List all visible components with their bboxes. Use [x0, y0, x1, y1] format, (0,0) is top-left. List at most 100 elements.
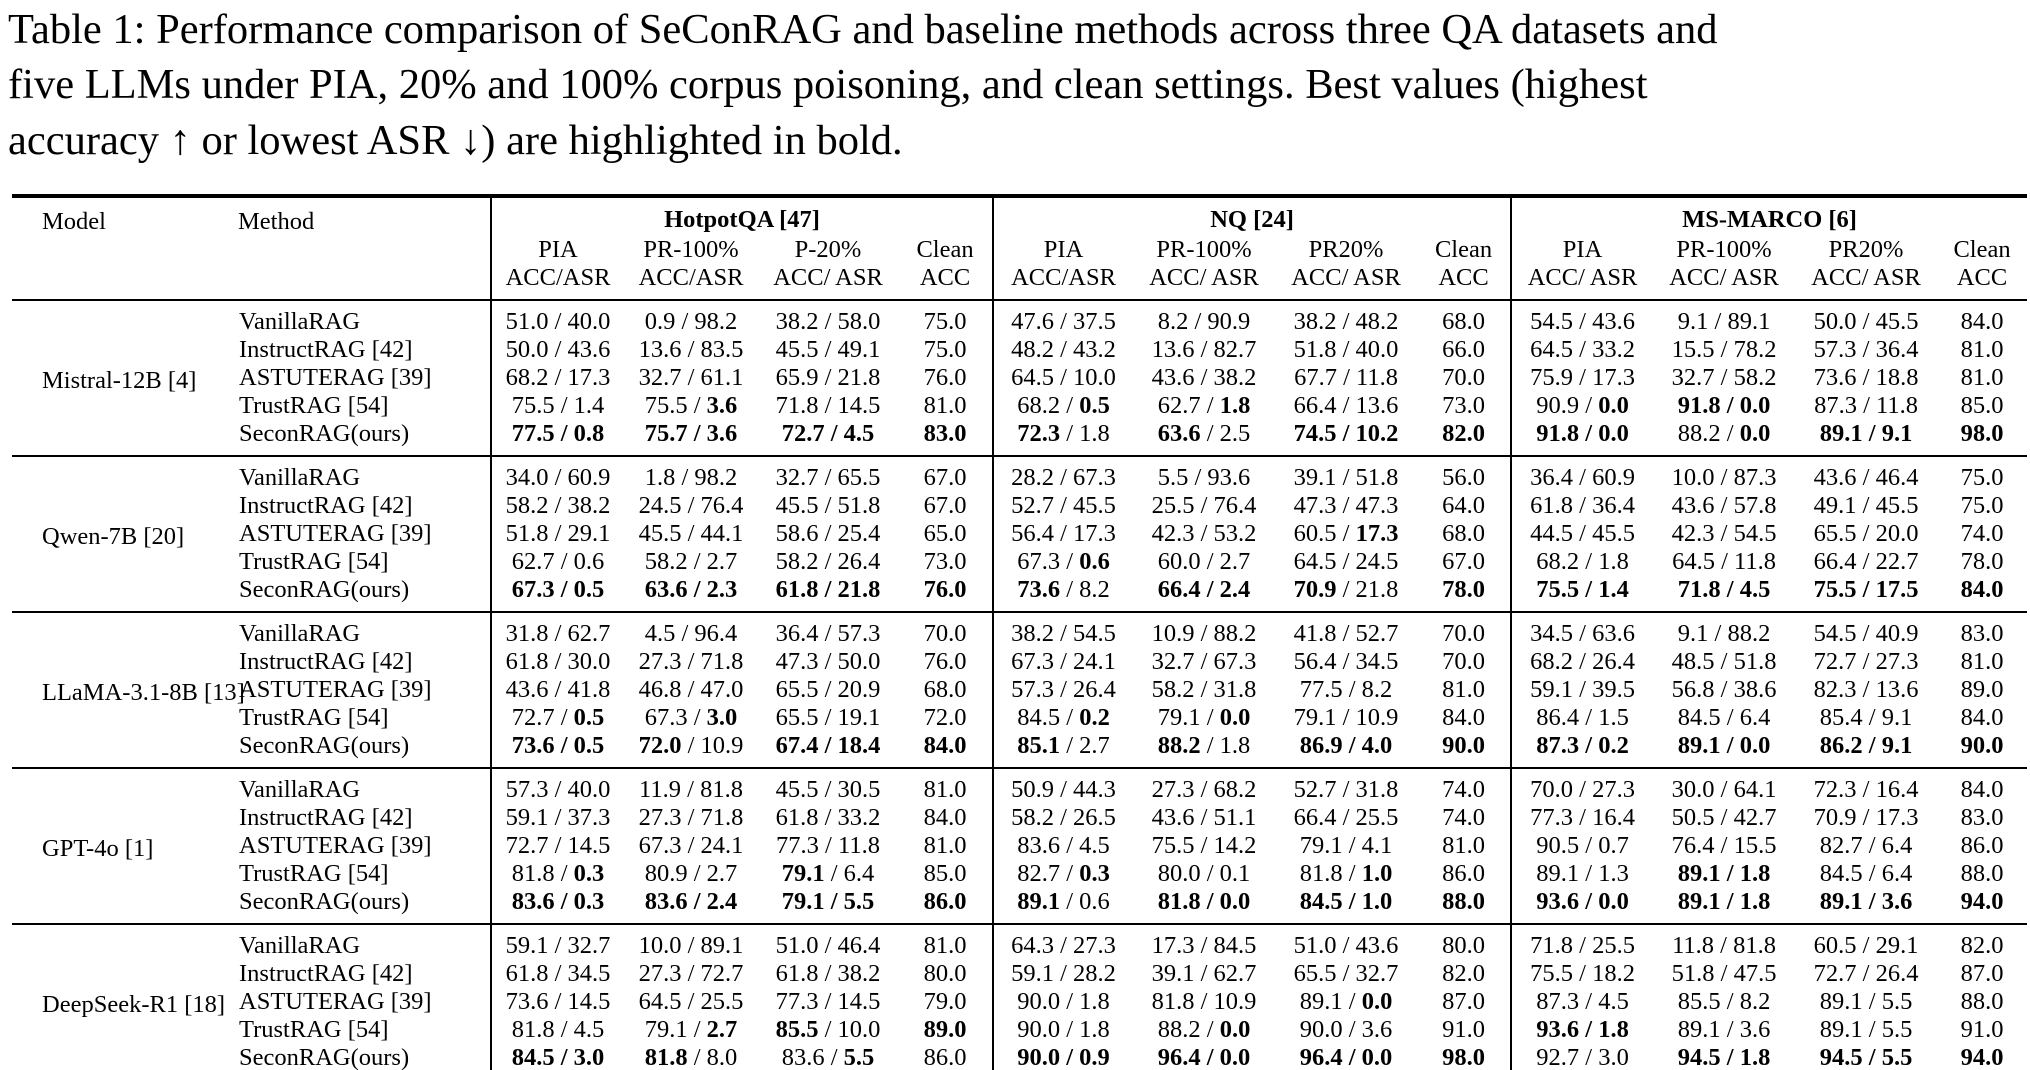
value-cell: 73.6 / 8.2 [992, 575, 1134, 612]
metric-name: PR20% [1308, 235, 1384, 263]
method-label: SeconRAG(ours) [239, 575, 410, 603]
value-cell: 67.0 [1442, 548, 1485, 575]
metric-unit: ACC/ ASR [1527, 263, 1638, 291]
value-cell: 89.0 [1960, 676, 2004, 703]
value-cell: 75.0 [923, 336, 967, 363]
value-cell: 83.6 / 2.4 [644, 888, 738, 915]
value-cell: 84.0 [923, 804, 967, 831]
method-label: TrustRAG [54] [239, 703, 389, 731]
value-cell: 85.5 / 8.2 [1677, 988, 1771, 1015]
value-cell: 86.4 / 1.5 [1510, 703, 1654, 732]
value-cell: 32.7 / 58.2 [1671, 364, 1777, 391]
value-cell: 75.0 [1960, 464, 2004, 491]
value-cell: 61.8 / 30.0 [490, 647, 624, 676]
results-table: Model Method HotpotQA [47] NQ [24] MS-MARCO … [12, 193, 2028, 1070]
table-row: InstructRAG [42] 50.0 / 43.6 13.6 / 83.5 45… [12, 335, 2027, 364]
metric-name: PIA [1043, 235, 1084, 263]
value-cell: 8.2 / 90.9 [1157, 308, 1251, 335]
metric-header: PR-100% ACC/ ASR [1653, 235, 1795, 300]
value-cell: 83.6 / 4.5 [992, 831, 1134, 860]
value-cell: 61.8 / 38.2 [775, 960, 881, 987]
value-cell: 85.1 / 2.7 [992, 731, 1134, 768]
value-cell: 47.3 / 50.0 [775, 648, 881, 675]
value-cell: 80.0 [923, 960, 967, 987]
value-cell: 73.6 / 0.5 [490, 731, 624, 768]
value-cell: 41.8 / 52.7 [1293, 620, 1399, 647]
value-cell: 96.4 / 0.0 [1299, 1044, 1393, 1070]
value-cell: 32.7 / 67.3 [1151, 648, 1257, 675]
method-label: InstructRAG [42] [239, 335, 413, 363]
value-cell: 78.0 [1442, 576, 1485, 603]
value-cell: 83.0 [1960, 620, 2004, 647]
value-cell: 44.5 / 45.5 [1510, 519, 1654, 548]
metric-header: PR-100% ACC/ ASR [1133, 235, 1275, 300]
value-cell: 75.5 / 3.6 [644, 392, 738, 419]
value-cell: 89.1 / 0.0 [1299, 988, 1393, 1015]
metric-name: Clean [1434, 235, 1493, 263]
value-cell: 82.0 [1960, 932, 2004, 959]
value-cell: 66.4 / 2.4 [1157, 576, 1251, 603]
value-cell: 27.3 / 71.8 [638, 804, 744, 831]
value-cell: 70.0 [1442, 648, 1485, 675]
value-cell: 89.1 / 1.8 [1677, 860, 1771, 887]
table-caption: Table 1: Performance comparison of SeCon… [8, 2, 2022, 168]
value-cell: 82.3 / 13.6 [1813, 676, 1919, 703]
value-cell: 88.2 / 0.0 [1677, 420, 1771, 447]
method-label: SeconRAG(ours) [239, 1043, 410, 1070]
metric-header: P-20% ACC/ ASR [758, 235, 898, 300]
table-row: ASTUTERAG [39] 43.6 / 41.8 46.8 / 47.0 65.5… [12, 675, 2027, 704]
model-label: DeepSeek-R1 [18] [42, 991, 226, 1019]
value-cell: 43.6 / 38.2 [1151, 364, 1257, 391]
table-row: Qwen-7B [20] VanillaRAG 34.0 / 60.9 1.8 / 9… [12, 455, 2027, 550]
value-cell: 51.8 / 40.0 [1293, 336, 1399, 363]
method-label: TrustRAG [54] [239, 391, 389, 419]
value-cell: 94.5 / 5.5 [1819, 1044, 1913, 1070]
model-block: LLaMA-3.1-8B [13] VanillaRAG 31.8 / 62.7 4.… [12, 611, 2028, 768]
value-cell: 78.0 [1960, 548, 2004, 575]
value-cell: 85.0 [923, 860, 967, 887]
value-cell: 75.9 / 17.3 [1510, 363, 1654, 392]
value-cell: 93.6 / 0.0 [1510, 887, 1654, 924]
value-cell: 65.0 [923, 520, 967, 547]
metric-name: Clean [1953, 235, 2011, 263]
value-cell: 86.9 / 4.0 [1299, 732, 1393, 759]
value-cell: 75.0 [923, 308, 967, 335]
value-cell: 74.0 [1960, 520, 2004, 547]
value-cell: 81.0 [1960, 648, 2004, 675]
value-cell: 79.1 / 2.7 [644, 1016, 738, 1043]
value-cell: 70.0 [1442, 364, 1485, 391]
value-cell: 76.0 [923, 576, 967, 603]
metric-header: PIA ACC/ASR [992, 234, 1134, 300]
value-cell: 31.8 / 62.7 [490, 611, 624, 648]
value-cell: 77.5 / 8.2 [1299, 676, 1393, 703]
value-cell: 43.6 / 51.1 [1151, 804, 1257, 831]
value-cell: 89.1 / 1.3 [1510, 859, 1654, 888]
method-label: TrustRAG [54] [239, 547, 389, 575]
value-cell: 75.7 / 3.6 [644, 420, 738, 447]
value-cell: 76.0 [923, 364, 967, 391]
metric-header: PR20% ACC/ ASR [1795, 235, 1937, 300]
value-cell: 81.8 / 0.3 [490, 859, 624, 888]
value-cell: 94.5 / 1.8 [1677, 1044, 1771, 1070]
value-cell: 61.8 / 36.4 [1510, 491, 1654, 520]
metric-name: Clean [916, 235, 974, 263]
method-label: VanillaRAG [239, 775, 361, 803]
value-cell: 73.0 [1442, 392, 1485, 419]
value-cell: 85.0 [1960, 392, 2004, 419]
value-cell: 84.5 / 1.0 [1299, 888, 1393, 915]
caption-line-1: Table 1: Performance comparison of SeCon… [8, 6, 1718, 53]
value-cell: 81.0 [1442, 676, 1485, 703]
value-cell: 77.3 / 14.5 [775, 988, 881, 1015]
value-cell: 34.5 / 63.6 [1510, 611, 1654, 648]
metric-header: PR-100% ACC/ASR [624, 235, 758, 300]
metric-unit: ACC/ ASR [1811, 263, 1921, 291]
value-cell: 30.0 / 64.1 [1671, 776, 1777, 803]
value-cell: 75.5 / 17.5 [1813, 576, 1919, 603]
value-cell: 86.0 [1442, 860, 1485, 887]
value-cell: 34.0 / 60.9 [490, 455, 624, 492]
value-cell: 11.8 / 81.8 [1672, 932, 1776, 959]
value-cell: 72.7 / 26.4 [1813, 960, 1919, 987]
value-cell: 75.0 [1960, 492, 2004, 519]
table-row: ASTUTERAG [39] 68.2 / 17.3 32.7 / 61.1 65.9… [12, 363, 2027, 392]
value-cell: 85.4 / 9.1 [1819, 704, 1913, 731]
